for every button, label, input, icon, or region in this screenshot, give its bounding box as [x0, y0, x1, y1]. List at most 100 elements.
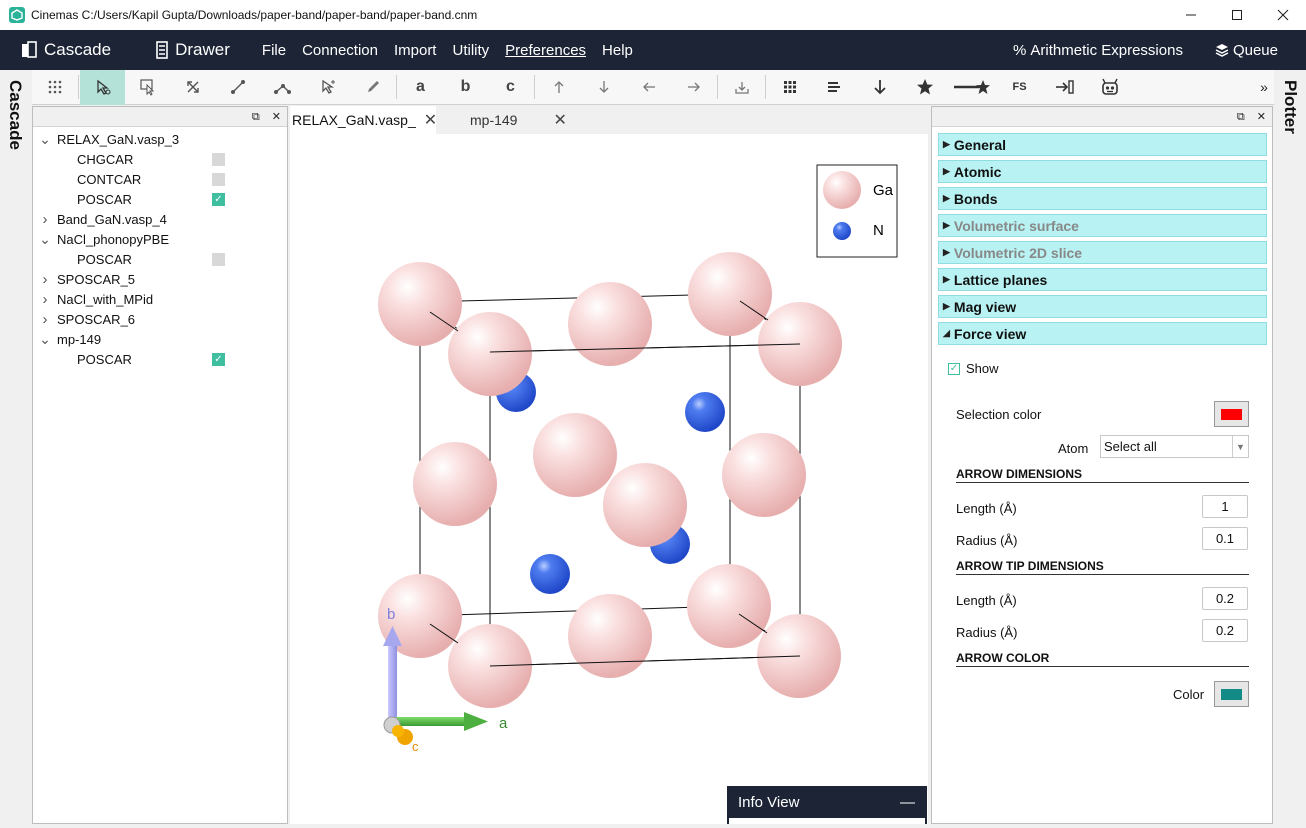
tree-child-item[interactable]: POSCAR ✓ [33, 349, 287, 369]
atom-select[interactable]: Select all ▼ [1100, 435, 1249, 458]
crystal-structure-render[interactable]: Ga N [290, 134, 928, 824]
download-button[interactable] [719, 70, 764, 105]
grid-button[interactable] [767, 70, 812, 105]
menu-utility[interactable]: Utility [452, 41, 490, 59]
chevron-down-icon[interactable]: ⌄ [39, 130, 51, 147]
arrow-down-bold-button[interactable] [857, 70, 902, 105]
show-checkbox[interactable]: ✓ [948, 362, 960, 375]
select-pointer-tool[interactable] [80, 69, 125, 105]
arrow-color-picker[interactable] [1214, 681, 1249, 707]
menu-bar: Cascade Drawer File Connection Import Ut… [0, 30, 1306, 70]
b-axis-view-button[interactable]: b [460, 78, 471, 95]
move-up-button[interactable] [536, 70, 581, 105]
expand-tool[interactable] [170, 70, 215, 105]
list-icon [827, 82, 840, 92]
fs-button[interactable]: FS [1012, 81, 1027, 93]
drawer-app-label: Drawer [175, 40, 230, 59]
tip-length-input[interactable]: 0.2 [1202, 587, 1248, 610]
section-mag-view[interactable]: ▶ Mag view [938, 295, 1267, 318]
chevron-right-icon[interactable]: › [42, 310, 48, 328]
visibility-checkbox[interactable] [212, 252, 225, 266]
a-axis-view-button[interactable]: a [416, 78, 425, 95]
tab-mp-149[interactable]: mp-149 ✕ [450, 106, 600, 134]
pencil-tool[interactable] [350, 70, 395, 105]
tip-radius-input[interactable]: 0.2 [1202, 619, 1248, 642]
robot-button[interactable] [1087, 70, 1132, 105]
tree-item[interactable]: › SPOSCAR_5 [33, 269, 287, 289]
float-panel-icon[interactable]: ⧉ [1236, 109, 1245, 123]
maximize-button[interactable] [1214, 0, 1260, 30]
structure-viewport[interactable]: Ga N [290, 134, 928, 824]
cascade-side-tab[interactable]: Cascade [0, 70, 30, 828]
menu-preferences[interactable]: Preferences [505, 41, 587, 59]
menu-connection[interactable]: Connection [302, 41, 378, 59]
collapse-info-view-button[interactable]: — [900, 793, 915, 811]
tree-item[interactable]: › SPOSCAR_6 [33, 309, 287, 329]
chevron-right-icon[interactable]: › [42, 290, 48, 308]
chevron-right-icon[interactable]: › [42, 210, 48, 228]
arithmetic-expressions-button[interactable]: % Arithmetic Expressions [1013, 42, 1183, 59]
tree-child-item[interactable]: CHGCAR [33, 149, 287, 169]
tree-item[interactable]: ⌄ RELAX_GaN.vasp_3 [33, 129, 287, 149]
float-panel-icon[interactable]: ⧉ [251, 109, 260, 123]
close-window-button[interactable] [1260, 0, 1306, 30]
visibility-checkbox[interactable] [212, 172, 225, 186]
star-button[interactable] [902, 70, 947, 105]
queue-button[interactable]: Queue [1215, 42, 1278, 59]
layers-icon [1215, 43, 1229, 57]
section-general[interactable]: ▶ General [938, 133, 1267, 156]
ga-atom [413, 442, 497, 526]
section-force-view[interactable]: ◢ Force view [938, 322, 1267, 345]
menu-import[interactable]: Import [393, 41, 437, 59]
chevron-right-icon[interactable]: › [42, 270, 48, 288]
visibility-checkbox[interactable]: ✓ [212, 352, 225, 366]
expand-triangle-icon: ▶ [943, 193, 950, 203]
length-label: Length (Å) [956, 501, 1017, 516]
close-tab-icon[interactable]: ✕ [553, 112, 567, 129]
tree-item[interactable]: › NaCl_with_MPid [33, 289, 287, 309]
list-button[interactable] [812, 70, 857, 105]
move-left-button[interactable] [626, 70, 671, 105]
tree-item[interactable]: › Band_GaN.vasp_4 [33, 209, 287, 229]
chevron-down-icon[interactable]: ⌄ [39, 330, 51, 347]
arrow-radius-input[interactable]: 0.1 [1202, 527, 1248, 550]
show-checkbox-row[interactable]: ✓ Show [948, 361, 999, 376]
close-panel-icon[interactable]: ✕ [271, 110, 281, 123]
tab-relax-gan[interactable]: RELAX_GaN.vasp_ ✕ [290, 106, 438, 134]
close-tab-icon[interactable]: ✕ [423, 112, 438, 129]
tree-child-item[interactable]: POSCAR [33, 249, 287, 269]
visibility-checkbox[interactable] [212, 152, 225, 166]
tree-item[interactable]: ⌄ mp-149 [33, 329, 287, 349]
plotter-side-tab[interactable]: Plotter [1275, 70, 1305, 828]
menu-help[interactable]: Help [602, 41, 633, 59]
section-lattice-planes[interactable]: ▶ Lattice planes [938, 268, 1267, 291]
cascade-app-button[interactable]: Cascade [20, 40, 111, 60]
arrow-length-input[interactable]: 1 [1202, 495, 1248, 518]
close-panel-icon[interactable]: ✕ [1256, 110, 1266, 123]
arrow-tip-dimensions-heading: ARROW TIP DIMENSIONS [956, 559, 1249, 575]
bond-line-tool[interactable] [215, 70, 260, 105]
section-bonds[interactable]: ▶ Bonds [938, 187, 1267, 210]
tree-item[interactable]: ⌄ NaCl_phonopyPBE [33, 229, 287, 249]
grid-dots-tool[interactable] [32, 70, 77, 105]
drawer-app-button[interactable]: Drawer [155, 40, 230, 60]
visibility-checkbox[interactable]: ✓ [212, 192, 225, 206]
section-volumetric-surface[interactable]: ▶ Volumetric surface [938, 214, 1267, 237]
c-axis-view-button[interactable]: c [506, 78, 515, 95]
star-arrow-button[interactable] [947, 70, 997, 105]
toolbar-overflow-button[interactable]: » [1260, 79, 1268, 95]
move-down-button[interactable] [581, 70, 626, 105]
import-button[interactable] [1042, 70, 1087, 105]
section-volumetric-2d-slice[interactable]: ▶ Volumetric 2D slice [938, 241, 1267, 264]
selection-color-picker[interactable] [1214, 401, 1249, 427]
section-atomic[interactable]: ▶ Atomic [938, 160, 1267, 183]
tree-child-item[interactable]: CONTCAR [33, 169, 287, 189]
chevron-down-icon[interactable]: ⌄ [39, 230, 51, 247]
menu-file[interactable]: File [261, 41, 287, 59]
tree-child-item[interactable]: POSCAR ✓ [33, 189, 287, 209]
minimize-button[interactable] [1168, 0, 1214, 30]
move-right-button[interactable] [671, 70, 716, 105]
select-box-tool[interactable] [125, 70, 170, 105]
angle-tool[interactable] [260, 70, 305, 105]
lasso-tool[interactable] [305, 70, 350, 105]
